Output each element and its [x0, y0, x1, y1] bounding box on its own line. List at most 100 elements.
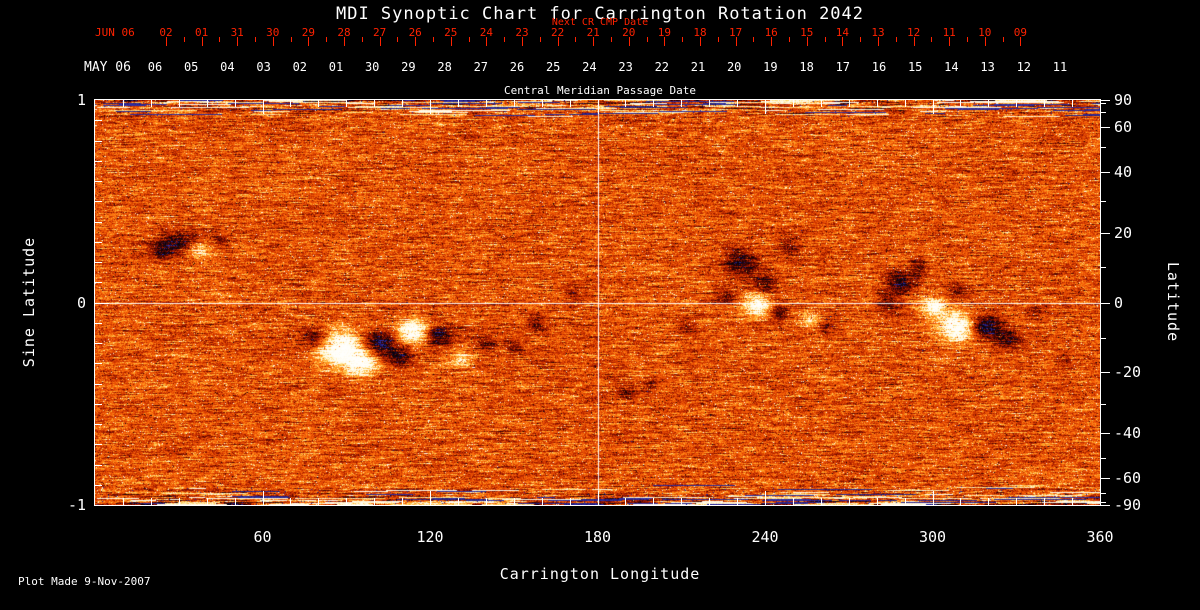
y-right-minor-tick: [1101, 338, 1106, 339]
y-right-tick: [1101, 233, 1110, 234]
next-cr-tick: [736, 37, 737, 46]
next-cr-tick: [842, 37, 843, 46]
next-cr-tick: [664, 37, 665, 46]
next-cr-tick: [558, 37, 559, 46]
cmp-date-label: 17: [835, 60, 851, 74]
y-left-tick-label: -1: [67, 496, 86, 514]
next-cr-tick: [451, 37, 452, 46]
y-right-tick-label: 40: [1114, 163, 1133, 181]
x-tick-label: 120: [416, 528, 444, 546]
next-cr-minor-tick: [860, 37, 861, 42]
next-cr-tick: [202, 37, 203, 46]
cmp-date-label: 11: [1052, 60, 1068, 74]
cmp-date-label: 23: [618, 60, 633, 74]
next-cr-minor-tick: [219, 37, 220, 42]
cmp-date-label: 12: [1016, 60, 1032, 74]
y-right-minor-tick: [1101, 103, 1106, 104]
y-right-tick: [1101, 433, 1110, 434]
cmp-date-label: 30: [364, 60, 380, 74]
y-right-minor-tick: [1101, 267, 1106, 268]
y-right-tick: [1101, 172, 1110, 173]
y-right-minor-tick: [1101, 112, 1106, 113]
next-cr-minor-tick: [397, 37, 398, 42]
chart-title: MDI Synoptic Chart for Carrington Rotati…: [335, 4, 865, 24]
cmp-date-label: 26: [509, 60, 525, 74]
next-cr-minor-tick: [433, 37, 434, 42]
y-right-minor-tick: [1101, 493, 1106, 494]
x-tick-label: 60: [253, 528, 272, 546]
next-cr-tick: [985, 37, 986, 46]
next-cr-minor-tick: [362, 37, 363, 42]
cmp-date-label: 29: [401, 60, 416, 74]
x-tick-label: 240: [751, 528, 779, 546]
next-cr-tick: [771, 37, 772, 46]
next-cr-minor-tick: [326, 37, 327, 42]
next-cr-minor-tick: [718, 37, 719, 42]
next-cr-minor-tick: [931, 37, 932, 42]
cmp-date-label: 03: [256, 60, 271, 74]
cmp-month-label: MAY 06: [84, 60, 131, 75]
sine-latitude-axis-title: Sine Latitude: [20, 236, 38, 368]
next-cr-tick: [949, 37, 950, 46]
next-cr-tick: [914, 37, 915, 46]
next-cr-minor-tick: [682, 37, 683, 42]
x-tick-label: 180: [583, 528, 612, 546]
next-cr-tick: [700, 37, 701, 46]
cmp-date-label: 18: [799, 60, 814, 74]
y-right-tick-label: 20: [1114, 224, 1133, 242]
next-cr-tick: [878, 37, 879, 46]
cmp-date-label: 20: [726, 60, 742, 74]
cmp-date-label: 24: [582, 60, 597, 74]
next-cr-minor-tick: [184, 37, 185, 42]
cmp-axis-title: Central Meridian Passage Date: [503, 84, 697, 97]
next-cr-minor-tick: [611, 37, 612, 42]
y-right-tick: [1101, 127, 1110, 128]
x-tick-label: 300: [918, 528, 947, 546]
y-right-minor-tick: [1101, 404, 1106, 405]
cmp-date-label: 16: [871, 60, 887, 74]
next-cr-tick: [380, 37, 381, 46]
cmp-date-label: 14: [944, 60, 959, 74]
next-cr-tick: [237, 37, 238, 46]
next-cr-tick: [308, 37, 309, 46]
cmp-date-label: 15: [907, 60, 923, 74]
next-cr-tick: [273, 37, 274, 46]
next-cr-tick: [522, 37, 523, 46]
cmp-date-label: 06: [147, 60, 163, 74]
cmp-date-label: 21: [690, 60, 706, 74]
y-right-tick: [1101, 100, 1110, 101]
latitude-axis-title: Latitude: [1164, 261, 1182, 343]
next-cr-minor-tick: [967, 37, 968, 42]
next-cr-minor-tick: [896, 37, 897, 42]
y-right-tick: [1101, 372, 1110, 373]
next-cr-tick: [593, 37, 594, 46]
y-right-tick: [1101, 303, 1110, 304]
next-cr-minor-tick: [255, 37, 256, 42]
next-cr-tick: [166, 37, 167, 46]
plot-made-note: Plot Made 9-Nov-2007: [18, 575, 151, 588]
next-cr-minor-tick: [1003, 37, 1004, 42]
x-tick-label: 360: [1086, 528, 1114, 546]
next-cr-minor-tick: [753, 37, 754, 42]
cmp-date-label: 13: [980, 60, 995, 74]
y-left-tick-label: 0: [76, 293, 86, 312]
cmp-date-label: 05: [183, 60, 199, 74]
next-cr-minor-tick: [504, 37, 505, 42]
carrington-longitude-axis-title: Carrington Longitude: [499, 565, 701, 583]
y-right-minor-tick: [1101, 147, 1106, 148]
cmp-date-label: 02: [292, 60, 308, 74]
cmp-date-label: 04: [220, 60, 235, 74]
next-cr-month-label: JUN 06: [95, 26, 135, 39]
y-right-minor-tick: [1101, 502, 1106, 503]
next-cr-tick: [1020, 37, 1021, 46]
next-cr-minor-tick: [540, 37, 541, 42]
next-cr-tick: [807, 37, 808, 46]
next-cr-minor-tick: [575, 37, 576, 42]
next-cr-tick: [415, 37, 416, 46]
next-cr-minor-tick: [789, 37, 790, 42]
next-cr-tick: [629, 37, 630, 46]
y-right-minor-tick: [1101, 201, 1106, 202]
cmp-date-label: 27: [473, 60, 489, 74]
y-right-minor-tick: [1101, 458, 1106, 459]
